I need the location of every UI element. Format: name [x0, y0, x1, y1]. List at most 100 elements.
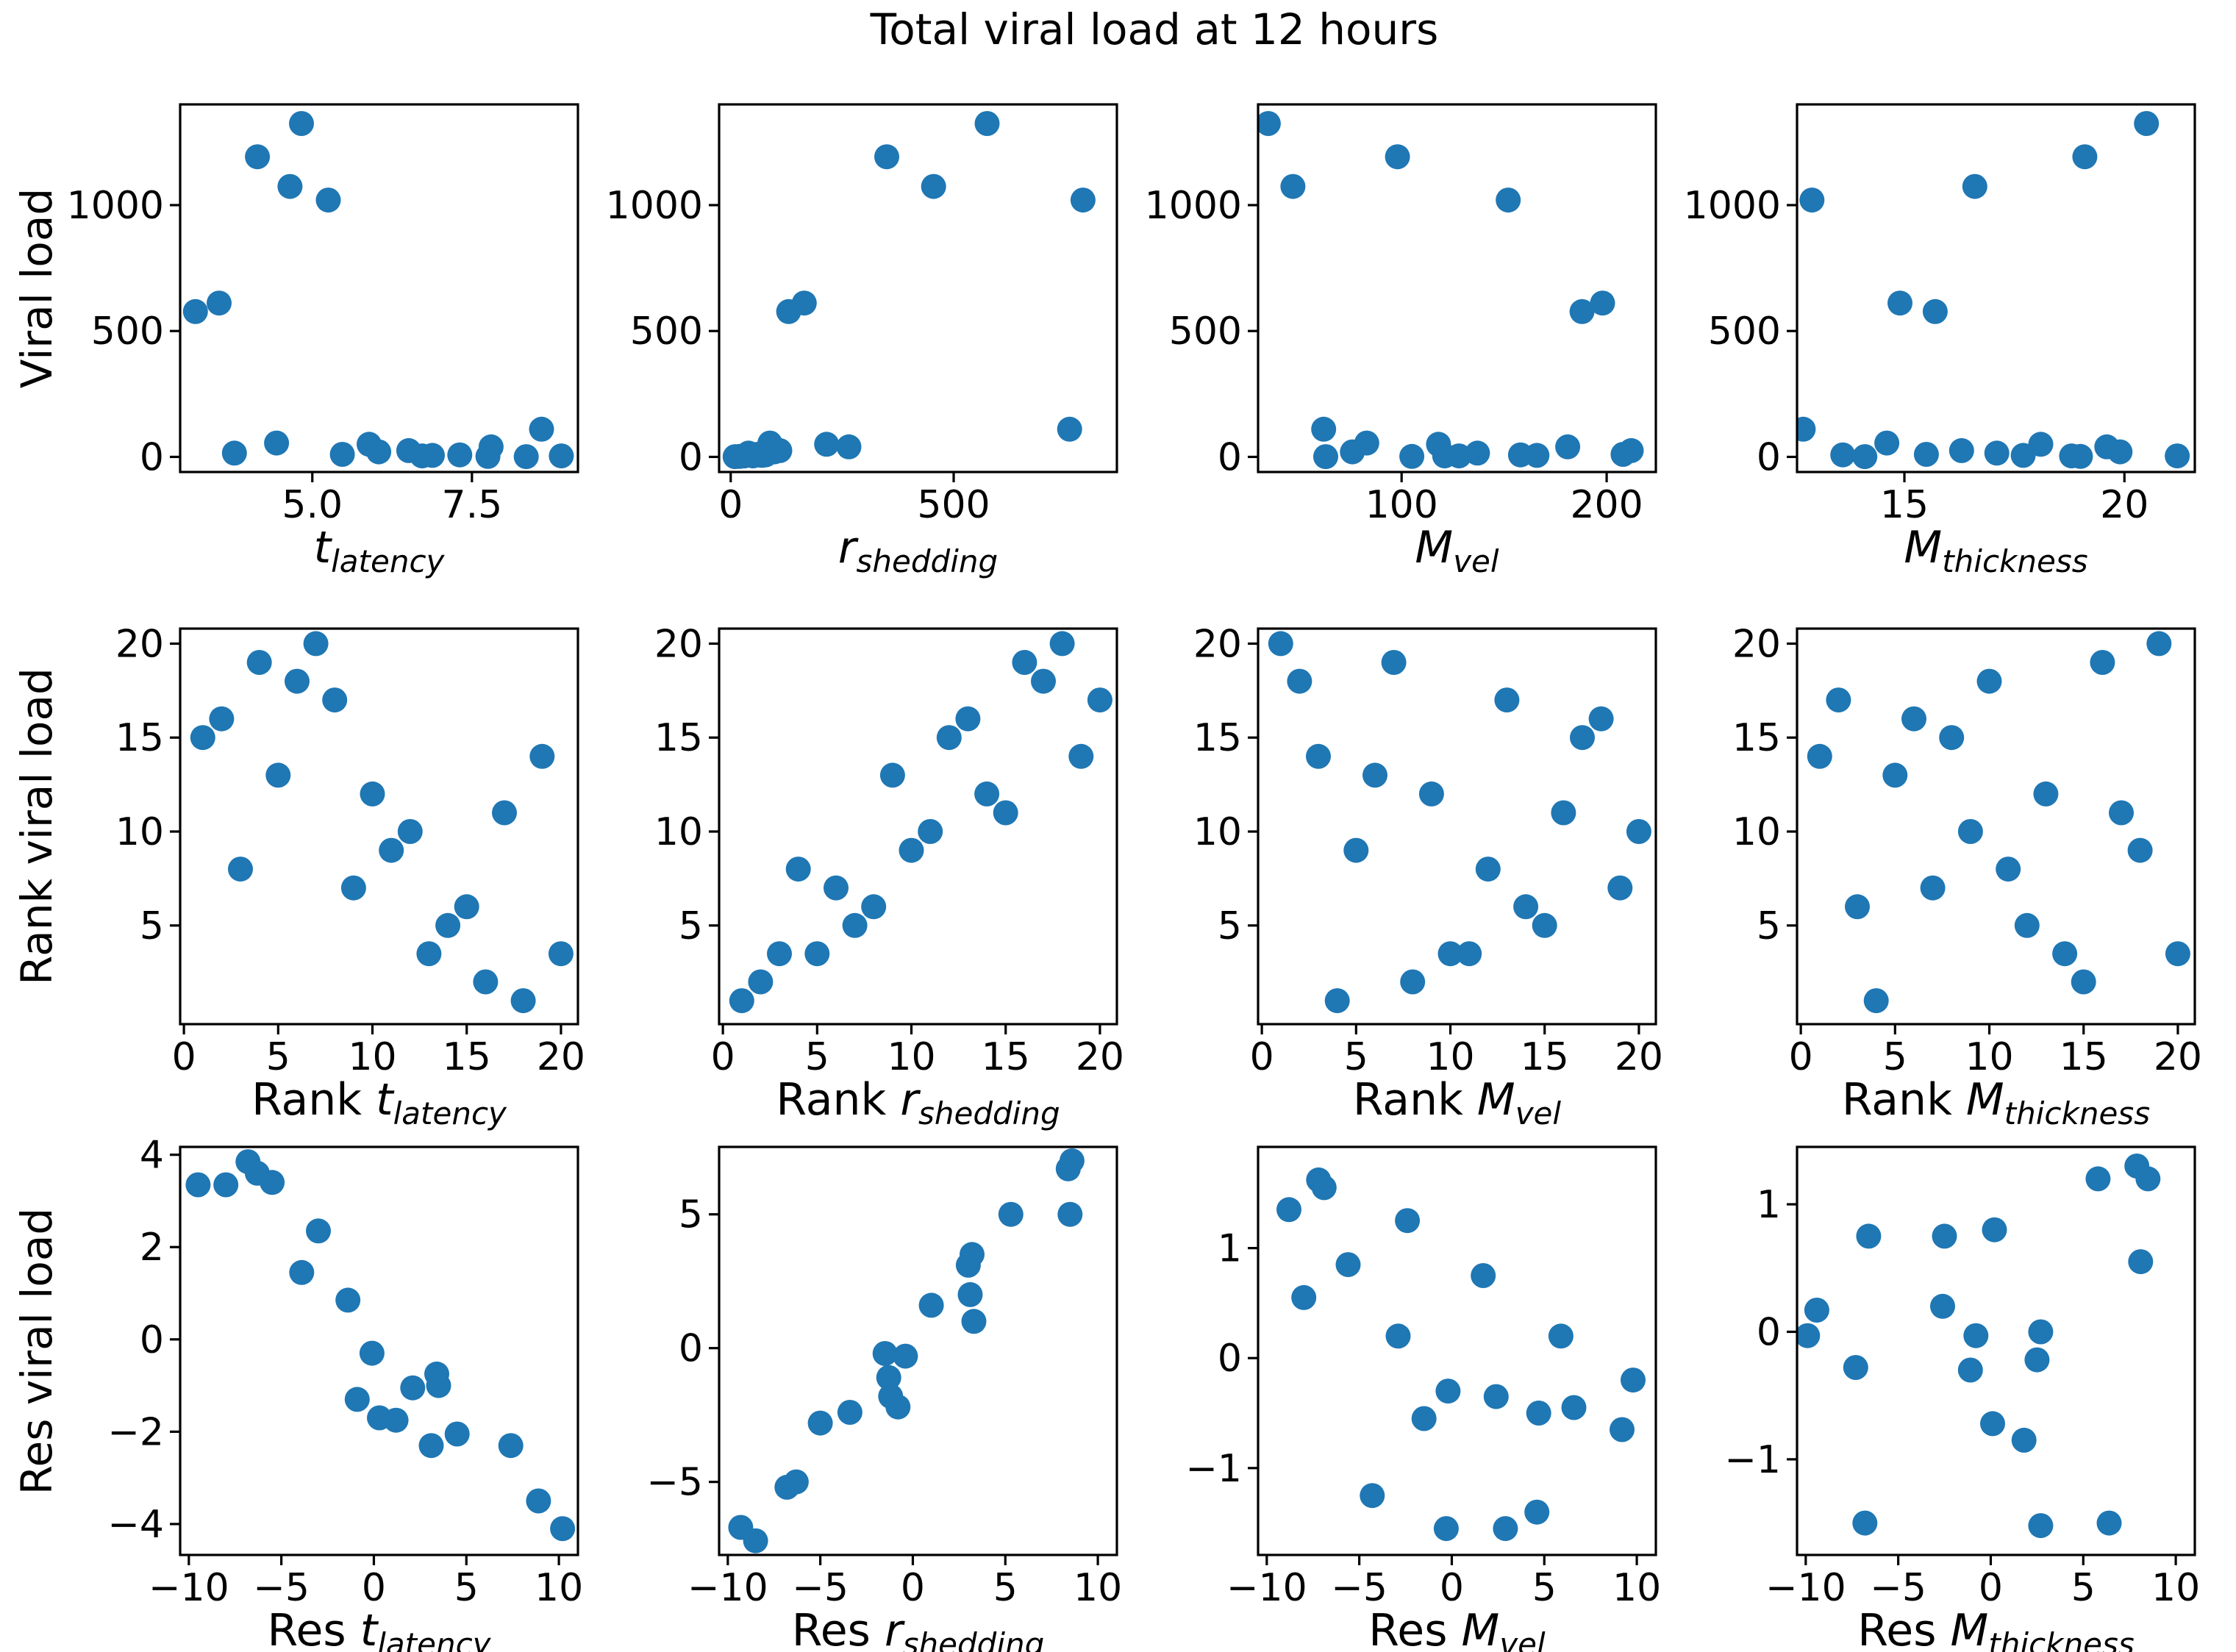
x-tick-label: 10 [348, 1035, 396, 1079]
data-point [289, 1259, 315, 1285]
data-point [1031, 668, 1056, 694]
data-point [1882, 762, 1908, 788]
x-axis-label-rank-viral-load-vs-rank-t-latency: Rank tlatency [251, 1074, 507, 1129]
y-tick-label: 10 [1193, 810, 1242, 854]
data-point [418, 1433, 444, 1459]
axes-frame [1257, 1145, 1657, 1556]
data-point [957, 1281, 983, 1307]
y-axis-label-rank-viral-load: Rank viral load [12, 668, 62, 985]
data-point [872, 1341, 898, 1366]
data-point [2014, 912, 2040, 938]
data-point [426, 1373, 451, 1398]
y-tick-label: 0 [679, 435, 703, 479]
data-point [879, 762, 905, 788]
subplot-rank-viral-load-vs-rank-t-latency: 0 5 10 15 20 5 10 15 20 [115, 622, 585, 1079]
y-tick-label: 1000 [67, 184, 164, 228]
data-point [209, 706, 235, 732]
data-point [1526, 1401, 1551, 1426]
y-tick-label: 500 [1708, 310, 1781, 354]
data-point [2072, 144, 2098, 170]
y-tick-label: 500 [1169, 310, 1242, 354]
data-point [1852, 1510, 1878, 1536]
data-point [1399, 443, 1425, 469]
y-tick-label: 0 [140, 1318, 164, 1362]
data-point [1607, 875, 1633, 901]
data-point [2109, 800, 2134, 826]
data-point [960, 1242, 985, 1267]
y-tick-label: 500 [630, 310, 703, 354]
data-point [814, 432, 840, 457]
data-point [1385, 1323, 1411, 1349]
x-axis-label-prefix: Res [1857, 1605, 1951, 1652]
data-point [1532, 912, 1557, 938]
data-point [340, 875, 366, 901]
data-point [1618, 437, 1644, 463]
data-point [918, 819, 943, 844]
data-point [885, 1394, 911, 1420]
data-point [842, 912, 868, 938]
data-point [1962, 174, 1987, 199]
data-point [993, 800, 1018, 826]
x-tick-label: 5 [805, 1035, 829, 1079]
x-tick-label: 10 [1074, 1566, 1122, 1610]
x-tick-label: 200 [1570, 483, 1643, 527]
y-axis-label-viral-load: Viral load [12, 187, 62, 389]
data-point [974, 781, 1000, 807]
x-tick-label: 10 [2151, 1566, 2200, 1610]
data-point [1287, 668, 1312, 694]
x-tick-label: 10 [1426, 1035, 1474, 1079]
data-point [335, 1287, 361, 1313]
data-point [1976, 668, 2002, 694]
data-point [1980, 1411, 2005, 1437]
data-point [1949, 437, 1974, 463]
data-point [1555, 434, 1581, 460]
scatter-points [729, 631, 1112, 1014]
data-point [824, 875, 849, 901]
data-point [1797, 1323, 1821, 1348]
axes-frame [718, 103, 1118, 473]
data-point [213, 1172, 239, 1198]
data-point [876, 1365, 901, 1390]
x-tick-label: 0 [1440, 1566, 1464, 1610]
x-tick-label: 15 [2060, 1035, 2108, 1079]
data-point [1493, 1516, 1518, 1542]
data-point [1087, 687, 1112, 713]
x-axis-label-variable: t [360, 1605, 378, 1652]
data-point [1626, 819, 1651, 844]
x-axis-label-variable: M [1461, 1605, 1500, 1652]
x-tick-label: 20 [1615, 1035, 1663, 1079]
data-point [2096, 1510, 2122, 1536]
data-point [2107, 439, 2133, 465]
data-point [998, 1201, 1024, 1227]
x-axis-label-prefix: Res [791, 1605, 885, 1652]
data-point [1856, 1223, 1882, 1249]
x-axis-label-prefix: Res [267, 1605, 360, 1652]
x-tick-label: 500 [917, 483, 990, 527]
y-tick-label: 15 [1193, 716, 1242, 760]
data-point [1049, 631, 1075, 657]
data-point [190, 725, 215, 751]
x-tick-label: 15 [443, 1035, 491, 1079]
subplot-rank-viral-load-vs-rank-r-shedding: 0 5 10 15 20 5 10 15 20 [654, 622, 1124, 1079]
data-point [1457, 941, 1482, 967]
x-axis-label-subscript: vel [1499, 1626, 1546, 1652]
data-point [1826, 687, 1851, 713]
data-point [1057, 416, 1082, 442]
scatter-points [1797, 111, 2190, 470]
y-tick-label: 0 [140, 435, 164, 479]
data-point [246, 650, 272, 675]
x-tick-label: 5 [2071, 1566, 2096, 1610]
x-tick-label: 7.5 [441, 483, 502, 527]
data-point [1922, 298, 1948, 324]
data-point [548, 941, 574, 967]
y-tick-label: 5 [1218, 904, 1242, 948]
data-point [1621, 1367, 1646, 1393]
x-axis-label-res-viral-load-vs-res-m-vel: Res Mvel [1368, 1605, 1545, 1652]
data-point [1437, 941, 1463, 967]
x-tick-label: −5 [253, 1566, 310, 1610]
x-tick-label: 0 [172, 1035, 196, 1079]
data-point [1291, 1284, 1317, 1310]
y-tick-label: 20 [654, 622, 703, 666]
y-tick-label: 2 [140, 1226, 164, 1270]
data-point [1362, 762, 1387, 788]
